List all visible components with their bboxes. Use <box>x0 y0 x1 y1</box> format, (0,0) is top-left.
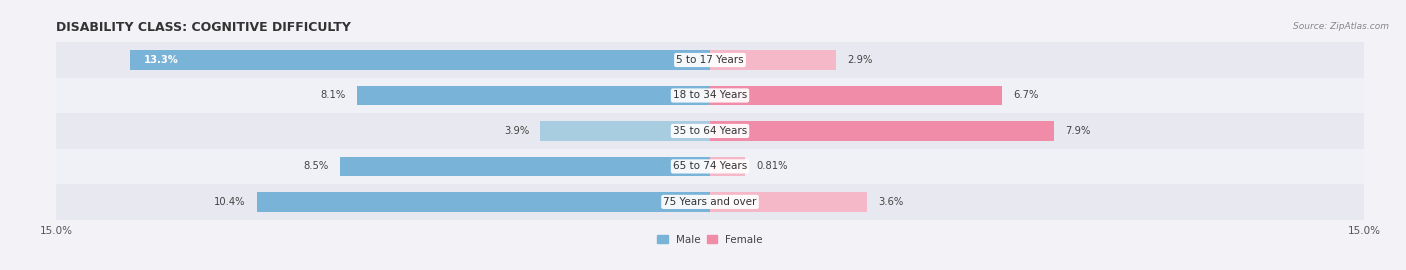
Text: 18 to 34 Years: 18 to 34 Years <box>673 90 747 100</box>
Bar <box>56 42 1364 78</box>
Bar <box>257 192 710 212</box>
Bar <box>340 157 710 176</box>
Bar <box>56 113 1364 149</box>
Text: 65 to 74 Years: 65 to 74 Years <box>673 161 747 171</box>
Text: 13.3%: 13.3% <box>143 55 179 65</box>
Text: 8.1%: 8.1% <box>321 90 346 100</box>
Text: 6.7%: 6.7% <box>1012 90 1038 100</box>
Bar <box>710 157 745 176</box>
Text: 8.5%: 8.5% <box>304 161 329 171</box>
Text: 3.6%: 3.6% <box>877 197 903 207</box>
Text: DISABILITY CLASS: COGNITIVE DIFFICULTY: DISABILITY CLASS: COGNITIVE DIFFICULTY <box>56 21 352 34</box>
Text: 75 Years and over: 75 Years and over <box>664 197 756 207</box>
Legend: Male, Female: Male, Female <box>652 230 768 249</box>
Bar <box>710 121 1054 141</box>
Bar <box>56 149 1364 184</box>
Text: 0.81%: 0.81% <box>756 161 787 171</box>
Bar <box>540 121 710 141</box>
Text: 2.9%: 2.9% <box>848 55 873 65</box>
Bar <box>131 50 710 70</box>
Bar <box>56 78 1364 113</box>
Text: 10.4%: 10.4% <box>214 197 246 207</box>
Bar <box>710 192 868 212</box>
Bar <box>710 50 837 70</box>
Text: 5 to 17 Years: 5 to 17 Years <box>676 55 744 65</box>
Text: 3.9%: 3.9% <box>503 126 529 136</box>
Bar <box>357 86 710 105</box>
Text: 7.9%: 7.9% <box>1066 126 1091 136</box>
Bar <box>710 86 1002 105</box>
Text: Source: ZipAtlas.com: Source: ZipAtlas.com <box>1294 22 1389 31</box>
Bar <box>56 184 1364 220</box>
Text: 35 to 64 Years: 35 to 64 Years <box>673 126 747 136</box>
